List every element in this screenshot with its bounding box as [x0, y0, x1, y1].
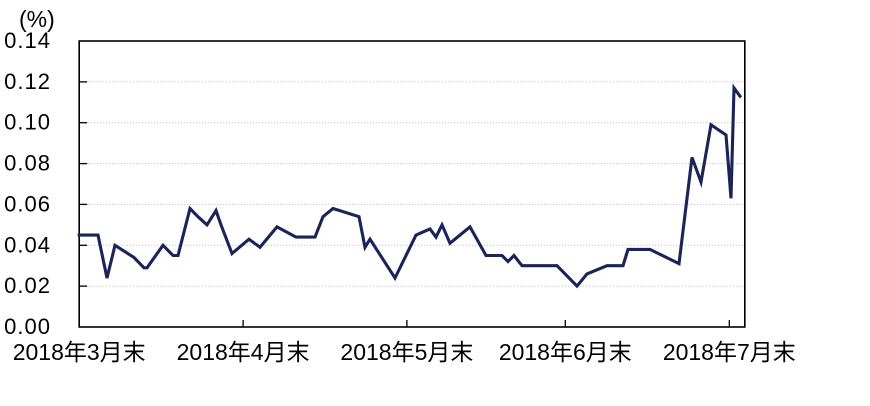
svg-text:2018年3月末: 2018年3月末 — [13, 339, 146, 365]
svg-text:0.12: 0.12 — [4, 69, 51, 94]
svg-text:0.02: 0.02 — [4, 273, 51, 298]
svg-text:0.06: 0.06 — [4, 191, 51, 216]
svg-text:2018年4月末: 2018年4月末 — [177, 339, 310, 365]
svg-text:0.10: 0.10 — [4, 110, 51, 135]
svg-text:0.14: 0.14 — [4, 28, 51, 53]
svg-text:0.04: 0.04 — [4, 232, 51, 257]
svg-text:0.00: 0.00 — [4, 314, 51, 339]
svg-text:2018年6月末: 2018年6月末 — [499, 339, 632, 365]
svg-text:0.08: 0.08 — [4, 151, 51, 176]
svg-text:2018年7月末: 2018年7月末 — [663, 339, 796, 365]
svg-text:2018年5月末: 2018年5月末 — [340, 339, 473, 365]
